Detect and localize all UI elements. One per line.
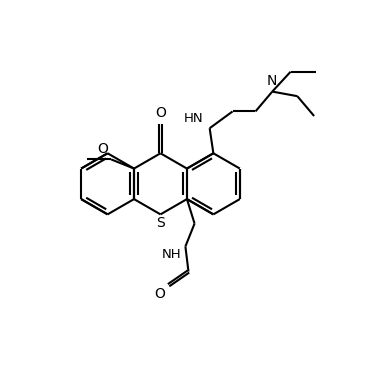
Text: O: O [155, 106, 166, 120]
Text: NH: NH [161, 248, 181, 261]
Text: N: N [267, 74, 277, 88]
Text: HN: HN [183, 112, 203, 125]
Text: O: O [97, 142, 108, 156]
Text: S: S [156, 216, 165, 230]
Text: O: O [154, 287, 165, 301]
